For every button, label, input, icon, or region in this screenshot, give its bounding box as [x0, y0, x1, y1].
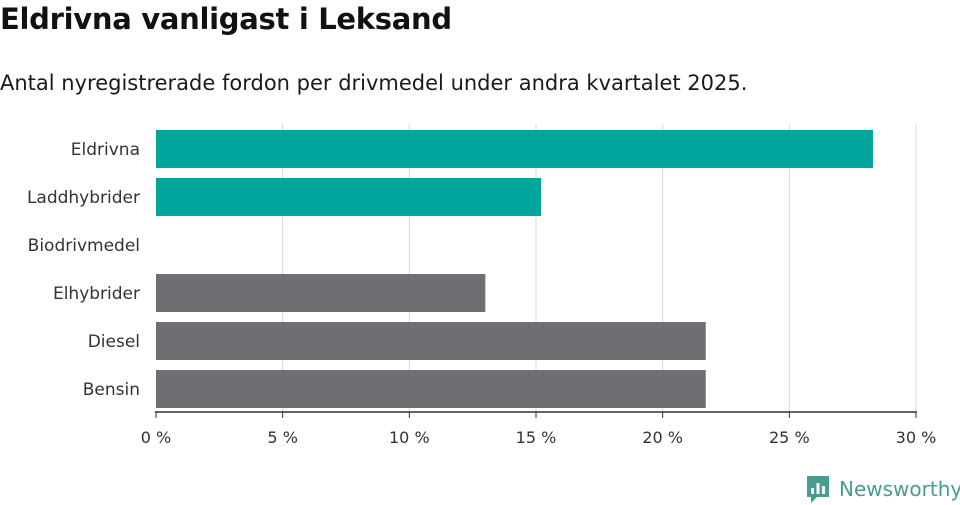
chart-title: Eldrivna vanligast i Leksand: [0, 2, 452, 36]
category-label: Biodrivmedel: [28, 236, 140, 256]
brand-name: Newsworthy: [839, 477, 960, 501]
bar: [156, 370, 706, 408]
chart-subtitle: Antal nyregistrerade fordon per drivmede…: [0, 71, 748, 95]
x-tick-label: 15 %: [516, 428, 557, 447]
category-labels: Eldrivna Laddhybrider Biodrivmedel Elhybrid…: [27, 140, 140, 400]
bar: [156, 322, 706, 360]
bar-chart: Eldrivna Laddhybrider Biodrivmedel Elhybrid…: [27, 124, 937, 447]
bars: [156, 130, 873, 408]
x-tick-label: 25 %: [769, 428, 810, 447]
bar: [156, 130, 873, 168]
category-label: Elhybrider: [53, 284, 140, 304]
x-tick-label: 10 %: [389, 428, 430, 447]
category-label: Bensin: [83, 380, 140, 400]
grid-lines: [282, 124, 917, 412]
x-tick-label: 30 %: [896, 428, 937, 447]
category-label: Laddhybrider: [27, 188, 140, 208]
x-tick-label: 0 %: [141, 428, 171, 447]
newsworthy-brand: Newsworthy: [805, 474, 960, 504]
x-tick-label: 5 %: [267, 428, 297, 447]
newsworthy-logo-icon: [807, 476, 829, 503]
bar: [156, 178, 542, 216]
category-label: Eldrivna: [71, 140, 140, 160]
bar: [156, 274, 486, 312]
x-tick-label: 20 %: [642, 428, 683, 447]
x-axis: 0 % 5 % 10 % 15 % 20 % 25 % 30 %: [141, 411, 937, 447]
category-label: Diesel: [88, 332, 140, 352]
